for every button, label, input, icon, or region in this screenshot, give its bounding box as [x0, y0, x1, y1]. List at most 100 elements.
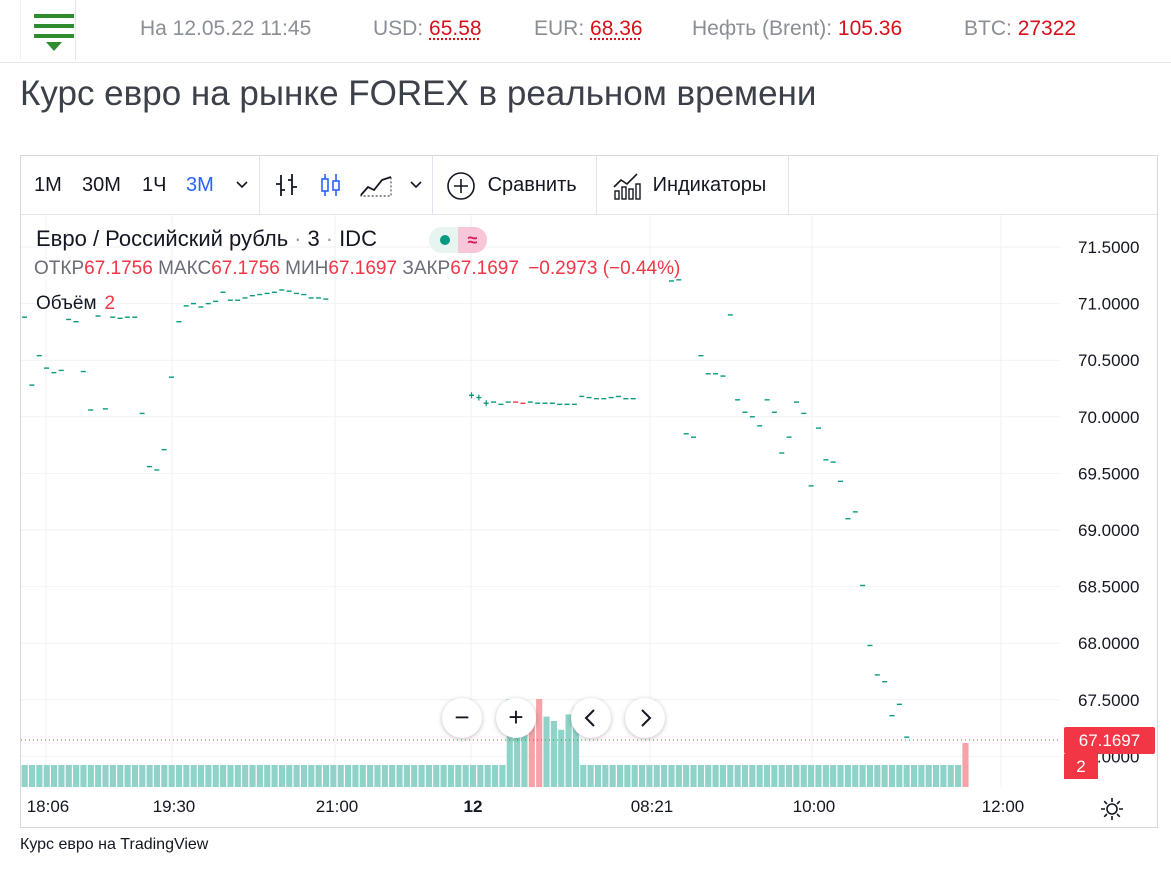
- volume-bar: [543, 716, 550, 787]
- low-label: МИН: [285, 258, 329, 279]
- scroll-left-button[interactable]: [571, 698, 611, 738]
- plus-icon: +: [508, 702, 524, 732]
- minus-icon: −: [454, 702, 470, 732]
- interval-30m[interactable]: 30M: [82, 174, 121, 196]
- ticker-btc[interactable]: BTC: 27322: [964, 17, 1076, 41]
- volume-bar: [183, 765, 190, 787]
- volume-bar: [572, 707, 579, 787]
- volume-bar: [293, 765, 300, 787]
- volume-bar: [866, 765, 873, 787]
- scroll-right-button[interactable]: [625, 698, 665, 738]
- volume-bar: [639, 765, 646, 787]
- x-tick-label: 10:00: [793, 797, 836, 816]
- volume-bar: [484, 765, 491, 787]
- y-tick-label: 68.5000: [1078, 578, 1139, 597]
- volume-bar: [903, 765, 910, 787]
- ticker-eur-value[interactable]: 68.36: [590, 17, 643, 40]
- zoom-in-button[interactable]: +: [496, 698, 536, 738]
- volume-bar: [455, 765, 462, 787]
- x-tick-label: 21:00: [316, 797, 359, 816]
- interval-3m[interactable]: 3M: [186, 174, 214, 196]
- volume-bar: [646, 765, 653, 787]
- indicators-button[interactable]: Индикаторы: [611, 156, 766, 214]
- volume-bar: [800, 765, 807, 787]
- volume-bar: [242, 765, 249, 787]
- volume-bar: [418, 765, 425, 787]
- volume-bar: [477, 765, 484, 787]
- volume-bar: [337, 765, 344, 787]
- volume-bar: [587, 765, 594, 787]
- ticker-brent-value: 105.36: [837, 17, 903, 40]
- interval-1m[interactable]: 1M: [34, 174, 62, 196]
- volume-bar: [227, 765, 234, 787]
- y-tick-label: 70.0000: [1078, 408, 1139, 427]
- zoom-out-button[interactable]: −: [442, 698, 482, 738]
- y-tick-label: 70.5000: [1078, 351, 1139, 370]
- volume-bar: [521, 707, 528, 787]
- plus-circle-icon: [447, 171, 475, 200]
- x-tick-label: 12: [464, 797, 483, 816]
- volume-bar: [139, 765, 146, 787]
- volume-bar: [918, 765, 925, 787]
- compare-button[interactable]: Сравнить: [446, 156, 577, 214]
- volume-bar: [367, 765, 374, 787]
- volume-bar: [65, 765, 72, 787]
- indicators-label: Индикаторы: [652, 174, 767, 196]
- bar-chart-button[interactable]: [273, 171, 301, 199]
- close-value: 67.1697: [450, 258, 519, 279]
- x-tick-label: 19:30: [153, 797, 196, 816]
- area-chart-button[interactable]: [359, 171, 393, 199]
- volume-bar: [653, 765, 660, 787]
- volume-bar: [256, 765, 263, 787]
- y-tick-label: 69.0000: [1078, 521, 1139, 540]
- volume-bar: [102, 765, 109, 787]
- chevron-down-icon: [236, 181, 248, 189]
- volume-bar: [874, 765, 881, 787]
- volume-bar: [727, 765, 734, 787]
- volume-bar: [947, 765, 954, 787]
- volume-bar: [793, 765, 800, 787]
- volume-bar: [719, 765, 726, 787]
- volume-bar: [205, 765, 212, 787]
- volume-bar: [36, 765, 43, 787]
- interval-1h[interactable]: 1Ч: [142, 174, 167, 196]
- ticker-btc-value: 27322: [1017, 17, 1077, 40]
- volume-bar: [837, 765, 844, 787]
- volume-bar: [146, 765, 153, 787]
- market-status-badge[interactable]: ≈: [429, 227, 487, 253]
- high-value: 67.1756: [211, 258, 280, 279]
- ticker-brent[interactable]: Нефть (Brent): 105.36: [692, 17, 902, 41]
- volume-bar: [925, 765, 932, 787]
- volume-bar: [492, 765, 499, 787]
- interval-dropdown[interactable]: [235, 175, 249, 195]
- x-tick-label: 18:06: [27, 797, 70, 816]
- volume-bar: [374, 765, 381, 787]
- candles-button[interactable]: [317, 171, 345, 199]
- chart-type-dropdown[interactable]: [409, 175, 423, 195]
- tradingview-link[interactable]: Курс евро на TradingView: [20, 836, 209, 853]
- volume-bar: [308, 765, 315, 787]
- volume-bar: [697, 765, 704, 787]
- volume-bar: [536, 699, 543, 787]
- ticker-eur[interactable]: EUR: 68.36: [534, 17, 643, 41]
- volume-bar: [815, 765, 822, 787]
- volume-bar: [249, 765, 256, 787]
- ticker-usd-value[interactable]: 65.58: [429, 17, 482, 40]
- menu-button[interactable]: [20, 0, 76, 60]
- volume-bar: [175, 765, 183, 787]
- volume-bar: [433, 765, 440, 787]
- volume-bar: [690, 765, 697, 787]
- volume-legend: Объём 2: [36, 293, 115, 315]
- volume-label: Объём: [36, 293, 97, 314]
- volume-bar: [506, 699, 513, 787]
- chart-settings-button[interactable]: [1099, 796, 1125, 827]
- volume-bar: [624, 765, 631, 787]
- volume-bar: [616, 765, 624, 787]
- volume-bar: [168, 765, 175, 787]
- y-tick-label: 71.0000: [1078, 295, 1139, 314]
- volume-bar: [741, 765, 749, 787]
- update-timestamp: На 12.05.22 11:45: [140, 17, 312, 40]
- ticker-eur-label: EUR:: [534, 17, 585, 40]
- volume-bar: [153, 765, 161, 787]
- ticker-usd[interactable]: USD: 65.58: [373, 17, 482, 41]
